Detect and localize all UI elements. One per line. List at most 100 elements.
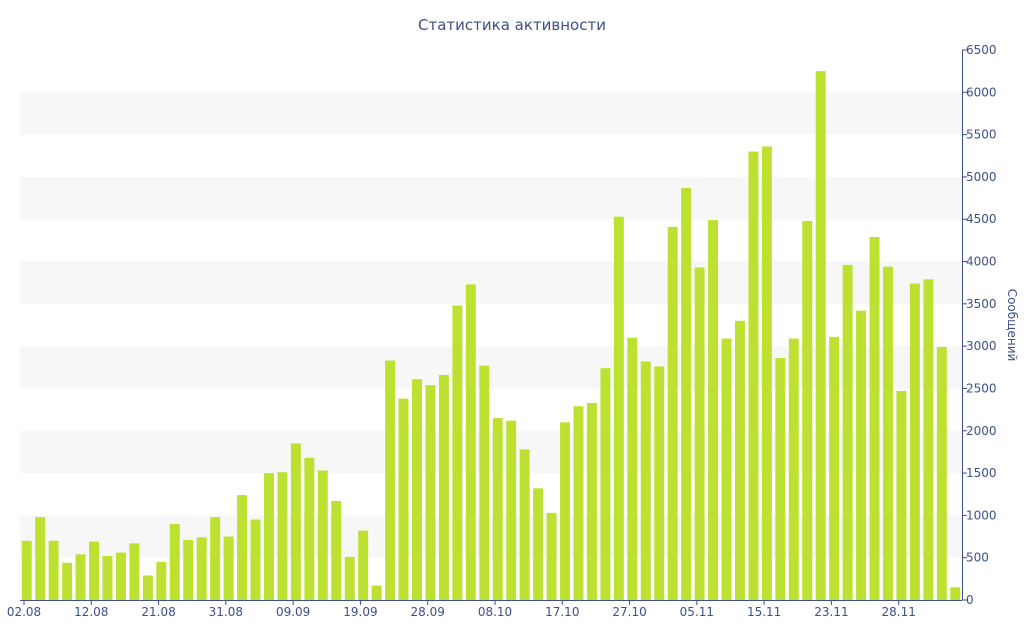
bar: [936, 347, 947, 600]
bar: [923, 279, 934, 600]
bar: [129, 543, 140, 600]
bar: [506, 420, 517, 600]
bar: [681, 187, 692, 601]
y-tick-label: 4000: [966, 255, 997, 269]
y-tick-label: 6000: [966, 85, 997, 99]
bar: [775, 358, 786, 600]
bar: [694, 267, 705, 600]
bar: [815, 71, 826, 600]
bar: [600, 368, 611, 600]
grid-band: [20, 92, 962, 135]
chart-title: Статистика активности: [418, 16, 606, 34]
bar: [492, 418, 503, 600]
bar: [856, 310, 867, 600]
bar: [627, 337, 638, 600]
bar: [613, 216, 624, 600]
bar: [183, 539, 194, 600]
bar: [950, 587, 961, 600]
y-axis-title: Сообщений: [1005, 289, 1019, 362]
y-tick-label: 2000: [966, 424, 997, 438]
bar: [237, 495, 248, 600]
bar: [317, 470, 328, 600]
y-tick-label: 6500: [966, 43, 997, 57]
grid-band: [20, 176, 962, 220]
bar: [452, 305, 463, 600]
x-tick-label: 12.08: [74, 605, 108, 619]
x-tick-label: 17.10: [545, 605, 579, 619]
bar: [761, 146, 772, 600]
bar: [802, 220, 813, 601]
bar: [842, 264, 853, 600]
x-tick-label: 05.11: [680, 605, 714, 619]
x-tick-label: 28.11: [882, 605, 916, 619]
bar: [223, 536, 234, 600]
bar: [412, 379, 422, 600]
bar-series: [21, 71, 961, 601]
y-tick-label: 0: [966, 593, 974, 607]
bar: [425, 385, 436, 600]
bar: [465, 284, 476, 600]
bar: [35, 517, 46, 600]
bar: [573, 406, 584, 600]
bar: [479, 365, 490, 600]
bar: [438, 374, 449, 600]
bar: [909, 283, 920, 600]
bar: [748, 151, 759, 601]
y-tick-label: 1500: [966, 466, 997, 480]
bar: [788, 338, 799, 600]
x-tick-label: 21.08: [141, 605, 175, 619]
bar: [371, 585, 382, 600]
bar: [210, 517, 221, 600]
y-tick-label: 3500: [966, 297, 997, 311]
axes: 0 500 1000 1500 2000 2500 3000 3500 4000 4500 5000…: [7, 43, 997, 619]
x-tick-label: 09.09: [276, 605, 310, 619]
y-tick-label: 500: [966, 551, 989, 565]
bar: [277, 472, 288, 600]
y-tick-label: 5000: [966, 170, 997, 184]
bar: [102, 556, 113, 600]
y-tick-label: 1000: [966, 508, 997, 522]
x-tick-label: 27.10: [612, 605, 646, 619]
bar: [115, 552, 126, 600]
bar: [896, 391, 907, 600]
bar: [734, 320, 745, 600]
bar: [331, 501, 342, 600]
bar: [290, 443, 301, 600]
bar: [304, 457, 315, 600]
bar: [196, 537, 207, 600]
x-tick-label: 08.10: [478, 605, 512, 619]
bar: [62, 562, 73, 600]
bar: [667, 226, 678, 600]
bar: [48, 540, 59, 600]
x-tick-label: 23.11: [814, 605, 848, 619]
bar: [654, 366, 665, 600]
bar: [708, 220, 719, 600]
bar: [883, 266, 893, 600]
bar: [560, 422, 570, 600]
x-tick-label: 15.11: [747, 605, 781, 619]
bar: [263, 473, 274, 600]
y-tick-label: 3000: [966, 339, 997, 353]
y-tick-label: 2500: [966, 381, 997, 395]
bar: [156, 561, 167, 600]
x-tick-label: 31.08: [209, 605, 243, 619]
bar: [250, 519, 261, 600]
bar: [142, 575, 153, 600]
bar: [640, 361, 651, 600]
bar: [546, 512, 557, 600]
y-tick-label: 4500: [966, 212, 997, 226]
x-tick-label: 19.09: [343, 605, 377, 619]
bar: [21, 540, 32, 600]
bar: [829, 336, 840, 600]
bar: [344, 556, 355, 600]
x-tick-label: 02.08: [7, 605, 41, 619]
y-tick-label: 5500: [966, 128, 997, 142]
bar: [869, 237, 880, 600]
bar: [533, 488, 544, 600]
bar: [169, 523, 180, 600]
bar: [398, 398, 409, 600]
bar: [586, 402, 597, 600]
x-tick-label: 28.09: [411, 605, 445, 619]
